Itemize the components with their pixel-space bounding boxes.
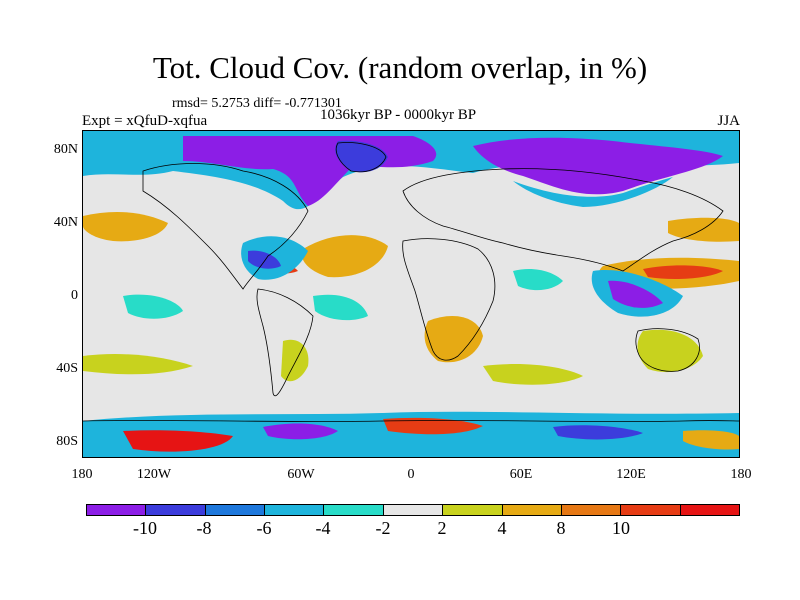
west-pacific-strong-positive (643, 265, 723, 279)
map-title: Tot. Cloud Cov. (random overlap, in %) (152, 50, 648, 85)
lon-tick-120e: 120E (616, 467, 646, 482)
colorbar-label: -4 (315, 518, 331, 538)
greenland-coast (335, 142, 387, 173)
map-frame (82, 130, 740, 458)
season-label: JJA (717, 113, 740, 129)
central-america-negative (248, 250, 281, 269)
southern-indian-ocean-positive (483, 364, 583, 385)
colorbar-swatch (502, 505, 562, 515)
colorbar-swatch (205, 505, 266, 515)
southern-ocean-mixed-band (83, 411, 739, 457)
lat-tick-80n: 80N (53, 142, 78, 157)
colorbar-label: -2 (375, 518, 391, 538)
lon-tick-0: 0 (407, 467, 415, 482)
australia-coast (635, 328, 700, 372)
colorbar-swatch (146, 505, 206, 515)
colorbar-label: 2 (437, 518, 447, 538)
lon-tick-120w: 120W (136, 467, 172, 482)
south-pacific-positive (83, 354, 193, 375)
colorbar-swatch (561, 505, 622, 515)
experiment-label: Expt = xQfuD-xqfua (82, 113, 208, 129)
greenland-negative-region (335, 140, 388, 173)
maritime-continent-strong-negative (608, 280, 663, 308)
antarctic-positive-region-3 (683, 430, 739, 450)
lat-tick-0: 0 (71, 288, 78, 303)
colorbar-label: 10 (612, 518, 630, 538)
australia-positive (637, 329, 703, 373)
colorbar-swatch (443, 505, 503, 515)
antarctic-positive-region (123, 430, 233, 452)
north-pacific-positive-region (83, 211, 168, 242)
statistics-text: rmsd= 5.2753 diff= -0.771301 (172, 96, 342, 111)
colorbar-label: -8 (196, 518, 212, 538)
south-atlantic-negative (313, 294, 368, 321)
colorbar-swatch (265, 505, 325, 515)
siberia-negative-region (473, 137, 723, 195)
north-atlantic-positive-region (301, 235, 388, 278)
north-america-coast (142, 163, 309, 290)
south-pacific-negative (123, 294, 183, 319)
time-period: 1036kyr BP - 0000kyr BP (320, 107, 477, 123)
coastlines (83, 142, 739, 422)
indian-ocean-negative (513, 269, 563, 291)
colorbar-swatch (383, 505, 444, 515)
antarctica-coast (83, 420, 739, 422)
antarctic-negative-region-2 (553, 425, 643, 440)
colorbar-swatch (87, 505, 147, 515)
colorbar-label: -6 (256, 518, 272, 538)
eurasia-coast (402, 168, 724, 272)
colorbar-label: 4 (497, 518, 507, 538)
antarctic-positive-region-2 (383, 417, 483, 435)
colorbar (86, 504, 740, 516)
lon-tick-180e: 180 (730, 467, 752, 482)
lat-tick-80s: 80S (56, 434, 78, 449)
colorbar-swatch (324, 505, 384, 515)
southern-africa-positive (424, 316, 483, 363)
colorbar-swatch (621, 505, 681, 515)
lon-tick-60e: 60E (509, 467, 533, 482)
lon-tick-60w: 60W (287, 467, 315, 482)
south-america-coast (256, 288, 314, 397)
colorbar-label: 8 (556, 518, 566, 538)
lat-tick-40n: 40N (53, 215, 78, 230)
colorbar-swatch (680, 505, 739, 515)
colorbar-label: -10 (133, 518, 157, 538)
north-pacific-positive-region-2 (668, 217, 739, 242)
siberia-negative-rim (513, 177, 673, 207)
antarctic-negative-region (263, 423, 338, 440)
lon-tick-180w: 180 (71, 467, 93, 482)
lat-tick-40s: 40S (56, 361, 78, 376)
cloud-cover-anomaly-map (83, 131, 739, 457)
africa-coast (402, 238, 496, 361)
